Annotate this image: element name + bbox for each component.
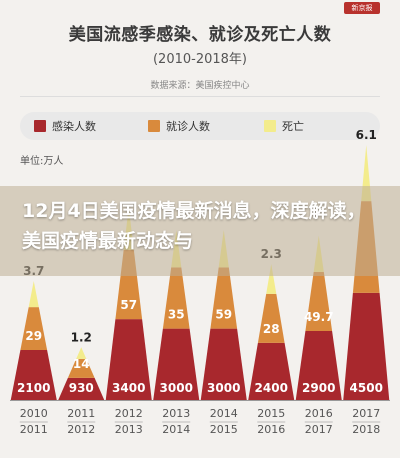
x-tick-label-bottom: 2011 [20,423,48,436]
publisher-logo: 新京报 [344,2,380,14]
x-tick-label-top: 2013 [162,407,190,420]
legend-swatch-deaths [264,120,276,132]
x-tick-label-bottom: 2017 [305,423,333,436]
title-block: 美国流感季感染、就诊及死亡人数 (2010-2018年) [0,0,400,72]
bar-segment-visits [305,271,333,331]
x-tick-label-bottom: 2016 [257,423,285,436]
x-tick-label-bottom: 2012 [67,423,95,436]
bar-segment-infections [200,328,247,400]
legend: 感染人数 就诊人数 死亡 [20,112,380,140]
data-label-deaths: 1.2 [71,330,92,344]
x-tick-label-top: 2014 [210,407,238,420]
bar-segment-deaths [76,347,87,359]
x-tick-label-top: 2017 [352,407,380,420]
legend-label-visits: 就诊人数 [166,120,210,133]
x-tick-label-bottom: 2013 [115,423,143,436]
x-tick-label-top: 2011 [67,407,95,420]
divider [20,96,380,97]
headline-text[interactable]: 12月4日美国疫情最新消息，深度解读，美国疫情最新动态与 [22,200,366,252]
legend-label-infections: 感染人数 [52,120,96,133]
x-tick-label-top: 2010 [20,407,48,420]
bar-segment-infections [153,328,200,400]
data-label-visits: 35 [168,308,185,322]
data-label-deaths: 6.1 [356,128,377,142]
data-label-infections: 3000 [160,381,193,395]
data-label-infections: 3000 [207,381,240,395]
data-source: 数据来源：美国疾控中心 [150,81,250,91]
bar-segment-deaths [266,264,277,294]
data-label-infections: 4500 [350,381,383,395]
bar-segment-infections [10,350,57,400]
bar-segment-infections [58,377,105,400]
unit-label: 单位:万人 [20,156,64,167]
data-label-visits: 59 [215,308,232,322]
bar-segment-visits [210,267,238,329]
x-tick-label-top: 2015 [257,407,285,420]
data-label-infections: 2900 [302,381,335,395]
data-label-visits: 49.7 [304,310,334,324]
legend-item-infections: 感染人数 [34,119,96,133]
bar-segment-visits [67,358,95,378]
chart-subtitle: (2010-2018年) [152,52,247,67]
legend-item-deaths: 死亡 [264,119,304,133]
data-label-visits: 14 [73,357,90,371]
bar-segment-infections [295,330,342,400]
data-label-visits: 28 [263,322,280,336]
bar-segment-deaths [28,281,39,308]
data-label-visits: 29 [25,329,42,343]
data-label-visits: 57 [120,298,137,312]
data-label-infections: 930 [69,381,94,395]
bar-segment-visits [20,307,48,351]
x-tick-label-bottom: 2018 [352,423,380,436]
bar-segment-infections [343,292,390,400]
legend-swatch-visits [148,120,160,132]
chart-title: 美国流感季感染、就诊及死亡人数 [68,25,332,45]
data-label-infections: 2100 [17,381,50,395]
bar-segment-infections [105,319,152,400]
bar-segment-infections [248,342,295,400]
x-tick-label-top: 2016 [305,407,333,420]
x-tick-label-bottom: 2014 [162,423,190,436]
data-label-infections: 2400 [255,381,288,395]
x-tick-label-top: 2012 [115,407,143,420]
headline-banner [0,186,400,276]
legend-label-deaths: 死亡 [282,120,304,133]
bar-segment-visits [257,293,285,343]
bar-segment-visits [162,267,190,329]
legend-swatch-infections [34,120,46,132]
x-tick-label-bottom: 2015 [210,423,238,436]
data-label-infections: 3400 [112,381,145,395]
legend-item-visits: 就诊人数 [148,119,210,133]
